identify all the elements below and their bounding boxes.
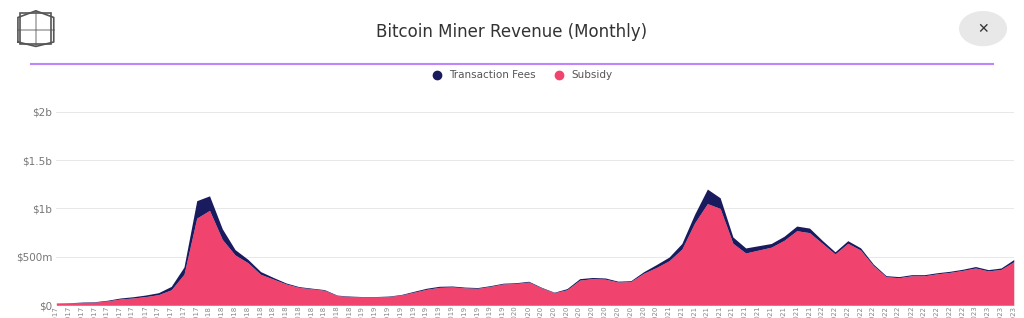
Bar: [20, 13, 51, 44]
Text: Bitcoin Miner Revenue (Monthly): Bitcoin Miner Revenue (Monthly): [377, 23, 647, 41]
Text: ✕: ✕: [977, 22, 989, 36]
Text: Transaction Fees: Transaction Fees: [449, 70, 536, 80]
Circle shape: [959, 12, 1007, 45]
Text: Subsidy: Subsidy: [571, 70, 612, 80]
